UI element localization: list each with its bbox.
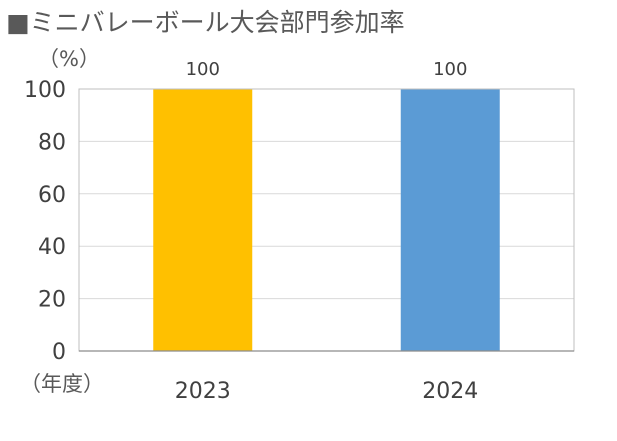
- data-label: 100: [433, 59, 467, 80]
- y-axis-unit-label: （%）: [38, 47, 100, 71]
- x-axis-unit-label: （年度）: [20, 372, 104, 396]
- chart-title: ■ミニバレーボール大会部門参加率: [6, 8, 405, 37]
- bar-2023: [153, 89, 253, 351]
- y-tick-label: 60: [38, 183, 66, 208]
- y-tick-label: 80: [38, 130, 66, 155]
- data-label: 100: [186, 59, 220, 80]
- y-tick-label: 20: [38, 288, 66, 313]
- y-tick-label: 100: [24, 78, 66, 103]
- x-tick-label: 2024: [422, 379, 478, 404]
- bar-2024: [400, 89, 500, 351]
- y-tick-label: 40: [38, 235, 66, 260]
- x-tick-label: 2023: [175, 379, 231, 404]
- y-tick-label: 0: [52, 340, 66, 365]
